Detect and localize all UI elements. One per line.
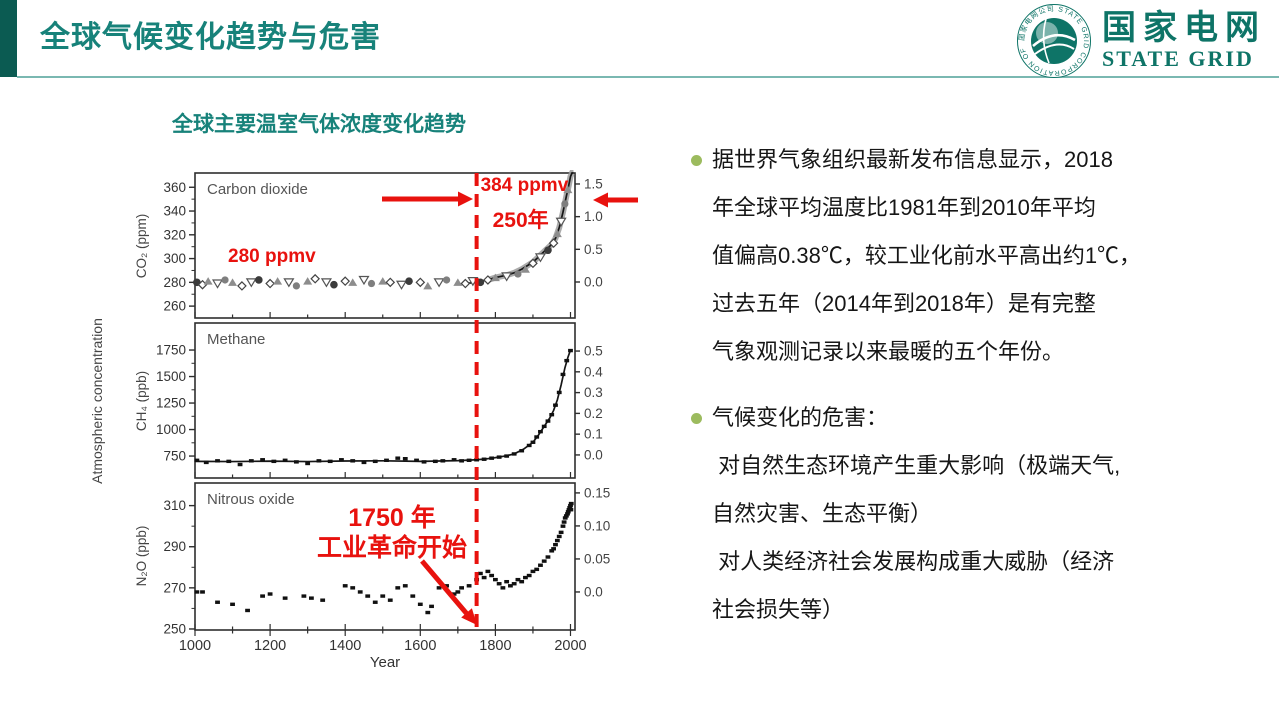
bullet-text-line: 年全球平均温度比1981年到2010年平均 <box>712 195 1096 220</box>
bullet-text-line: 据世界气象组织最新发布信息显示，2018 <box>712 147 1113 172</box>
svg-text:CO₂ (ppm): CO₂ (ppm) <box>134 214 149 279</box>
svg-text:0.10: 0.10 <box>584 518 610 533</box>
logo-text: 国家电网 STATE GRID <box>1102 10 1266 72</box>
svg-text:1750: 1750 <box>156 343 186 358</box>
bullet-text-line: 自然灾害、生态平衡） <box>712 501 933 526</box>
svg-text:360: 360 <box>163 180 186 195</box>
svg-text:0.0: 0.0 <box>584 584 603 599</box>
svg-text:1.0: 1.0 <box>584 209 603 224</box>
bullet-dot-icon <box>691 155 702 166</box>
svg-text:1800: 1800 <box>479 638 511 654</box>
header-divider <box>17 76 1279 78</box>
svg-text:工业革命开始: 工业革命开始 <box>317 533 467 562</box>
greenhouse-gas-chart: 360 340 320 300 280 260 1.5 1.0 0.5 0.0 Carbon dio… <box>90 170 638 671</box>
svg-text:1400: 1400 <box>329 638 361 654</box>
bullet-text-line: 气候变化的危害： <box>712 405 889 430</box>
svg-text:1250: 1250 <box>156 396 186 411</box>
ch4-panel: 1750 1500 1250 1000 750 0.5 0.4 0.3 0.2 0.1 0.0 Met… <box>156 322 603 479</box>
bullet-item-wmo-2018: 据世界气象组织最新发布信息显示，2018 年全球平均温度比1981年到2010年… <box>688 136 1274 376</box>
svg-text:310: 310 <box>163 498 186 513</box>
state-grid-emblem-icon: 国家电网公司 STATE GRID CORPORATION OF CHINA <box>1016 3 1091 78</box>
bullet-list: 据世界气象组织最新发布信息显示，2018 年全球平均温度比1981年到2010年… <box>688 136 1274 634</box>
svg-text:270: 270 <box>163 580 186 595</box>
svg-text:384 ppmv: 384 ppmv <box>481 175 569 196</box>
svg-text:300: 300 <box>163 251 186 266</box>
axis-labels: Atmospheric concentration CO₂ (ppm) CH₄ (p… <box>90 214 149 587</box>
logo-cn-text: 国家电网 <box>1102 9 1266 47</box>
header-accent-bar <box>0 0 17 77</box>
svg-text:0.05: 0.05 <box>584 551 610 566</box>
svg-text:1000: 1000 <box>156 422 186 437</box>
svg-text:0.15: 0.15 <box>584 485 610 500</box>
svg-text:750: 750 <box>163 449 186 464</box>
svg-text:0.0: 0.0 <box>584 447 603 462</box>
bullet-text-line: 气象观测记录以来最暖的五个年份。 <box>712 339 1065 364</box>
svg-text:1600: 1600 <box>404 638 436 654</box>
svg-text:0.4: 0.4 <box>584 364 603 379</box>
svg-text:320: 320 <box>163 227 186 242</box>
svg-text:260: 260 <box>163 299 186 314</box>
svg-text:250: 250 <box>163 621 186 636</box>
svg-text:Nitrous oxide: Nitrous oxide <box>207 491 295 508</box>
bullet-item-hazards: 气候变化的危害： 对自然生态环境产生重大影响（极端天气, 自然灾害、生态平衡） … <box>688 394 1274 634</box>
svg-text:1.5: 1.5 <box>584 176 603 191</box>
figure-title: 全球主要温室气体浓度变化趋势 <box>172 113 466 136</box>
svg-text:250年: 250年 <box>493 208 549 232</box>
svg-text:0.2: 0.2 <box>584 406 603 421</box>
svg-text:CH₄ (ppb): CH₄ (ppb) <box>134 371 149 431</box>
svg-text:2000: 2000 <box>554 638 586 654</box>
state-grid-logo: 国家电网公司 STATE GRID CORPORATION OF CHINA 国… <box>1016 3 1266 79</box>
n2o-panel: 310 290 270 250 0.15 0.10 0.05 0.0 1000 1200 1400 1… <box>163 482 610 671</box>
svg-text:0.0: 0.0 <box>584 274 603 289</box>
co2-panel: 360 340 320 300 280 260 1.5 1.0 0.5 0.0 Carbon dio… <box>163 170 603 319</box>
bullet-text-line: 过去五年（2014年到2018年）是有完整 <box>712 291 1096 316</box>
svg-text:1500: 1500 <box>156 369 186 384</box>
bullet-text-line: 社会损失等） <box>712 597 845 622</box>
bullet-text-line: 值偏高0.38℃，较工业化前水平高出约1℃， <box>712 243 1142 268</box>
svg-text:0.3: 0.3 <box>584 385 603 400</box>
svg-text:Methane: Methane <box>207 331 265 348</box>
svg-text:1000: 1000 <box>179 638 211 654</box>
logo-en-text: STATE GRID <box>1102 46 1254 71</box>
bullet-text-line: 对人类经济社会发展构成重大威胁（经济 <box>712 549 1115 574</box>
bullet-text-line: 对自然生态环境产生重大影响（极端天气, <box>712 453 1121 478</box>
bullet-dot-icon <box>691 413 702 424</box>
svg-text:0.5: 0.5 <box>584 344 603 359</box>
svg-text:280 ppmv: 280 ppmv <box>228 246 316 267</box>
svg-text:290: 290 <box>163 539 186 554</box>
svg-text:340: 340 <box>163 204 186 219</box>
svg-text:280: 280 <box>163 275 186 290</box>
svg-text:0.1: 0.1 <box>584 427 603 442</box>
svg-text:Year: Year <box>370 654 400 671</box>
svg-text:Carbon dioxide: Carbon dioxide <box>207 181 308 198</box>
svg-text:0.5: 0.5 <box>584 242 603 257</box>
page-title: 全球气候变化趋势与危害 <box>40 21 381 54</box>
svg-text:1750 年: 1750 年 <box>348 503 436 532</box>
svg-text:N₂O (ppb): N₂O (ppb) <box>134 526 149 587</box>
svg-text:Atmospheric concentration: Atmospheric concentration <box>90 318 105 484</box>
svg-text:1200: 1200 <box>254 638 286 654</box>
